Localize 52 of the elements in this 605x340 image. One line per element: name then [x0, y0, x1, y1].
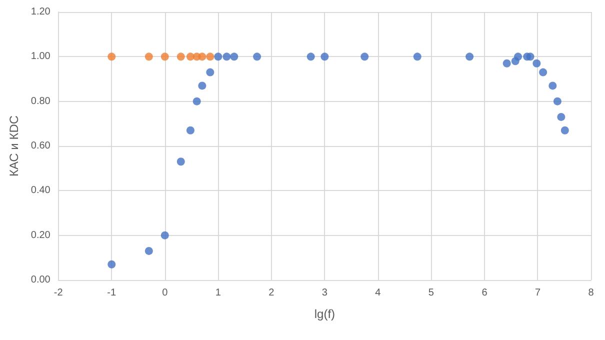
point: [222, 52, 231, 61]
point: [176, 52, 185, 61]
point: [144, 246, 153, 255]
point: [160, 52, 169, 61]
x-tick-label: 3: [322, 288, 328, 298]
point: [230, 52, 238, 61]
point: [360, 52, 369, 61]
y-tick-label: 0.00: [30, 274, 51, 286]
x-tick-label: 0: [162, 288, 168, 298]
point: [526, 52, 534, 61]
y-tick-label: 0.40: [30, 185, 51, 196]
y-tick-label: 1.00: [30, 51, 51, 62]
point: [206, 68, 214, 76]
x-tick-label: 5: [428, 288, 434, 298]
x-tick-label: 8: [588, 288, 594, 298]
point: [198, 82, 206, 90]
point: [198, 52, 206, 61]
point: [502, 59, 511, 68]
point: [214, 52, 222, 61]
y-tick-label: 0.80: [30, 96, 51, 107]
point: [553, 97, 562, 106]
x-tick-label: -2: [54, 288, 64, 298]
point: [320, 52, 329, 61]
y-tick-label: 1.20: [30, 6, 51, 18]
point: [306, 52, 315, 61]
x-tick-label: -1: [107, 288, 117, 298]
x-tick-label: 1: [215, 288, 222, 298]
point: [466, 52, 474, 61]
point: [548, 82, 557, 90]
point: [557, 112, 566, 121]
y-tick-label: 0.20: [30, 230, 51, 241]
point: [160, 231, 169, 240]
x-tick-label: 2: [268, 288, 275, 298]
point: [192, 97, 201, 106]
x-tick-label: 4: [375, 288, 382, 298]
x-tick-label: 6: [482, 288, 488, 298]
point: [539, 68, 548, 76]
point: [413, 52, 422, 61]
point: [532, 59, 541, 68]
x-tick-label: 7: [534, 288, 541, 298]
x-axis-title: lg(f): [314, 307, 336, 321]
point: [186, 126, 194, 134]
point: [108, 260, 116, 268]
point: [560, 126, 569, 134]
point: [176, 158, 185, 166]
point: [253, 52, 262, 61]
point: [108, 52, 116, 61]
point: [206, 52, 214, 61]
y-tick-label: 0.60: [30, 140, 51, 152]
y-axis-title: КАС и КDC: [7, 115, 21, 177]
point: [144, 52, 153, 61]
point: [514, 52, 522, 61]
